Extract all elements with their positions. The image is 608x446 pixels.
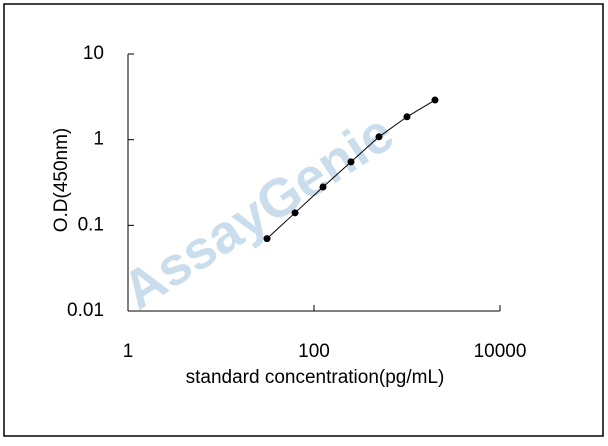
y-tick-label: 10 <box>83 43 104 64</box>
y-axis-label: O.D(450nm) <box>51 128 72 233</box>
x-axis-label: standard concentration(pg/mL) <box>186 367 445 388</box>
data-point <box>375 133 383 141</box>
x-tick-label: 100 <box>298 341 330 362</box>
data-point <box>291 209 299 217</box>
y-tick-label: 1 <box>93 129 104 150</box>
y-tick-label: 0.01 <box>67 300 104 321</box>
watermark: AssayGenie <box>112 103 404 322</box>
frame <box>3 3 604 437</box>
data-point <box>319 183 327 191</box>
x-tick-label: 10000 <box>474 341 527 362</box>
y-tick-label: 0.1 <box>78 214 104 235</box>
data-point <box>347 158 355 166</box>
data-point <box>403 113 411 121</box>
x-tick-label: 1 <box>123 341 134 362</box>
data-point <box>263 235 271 243</box>
data-point <box>431 96 439 104</box>
